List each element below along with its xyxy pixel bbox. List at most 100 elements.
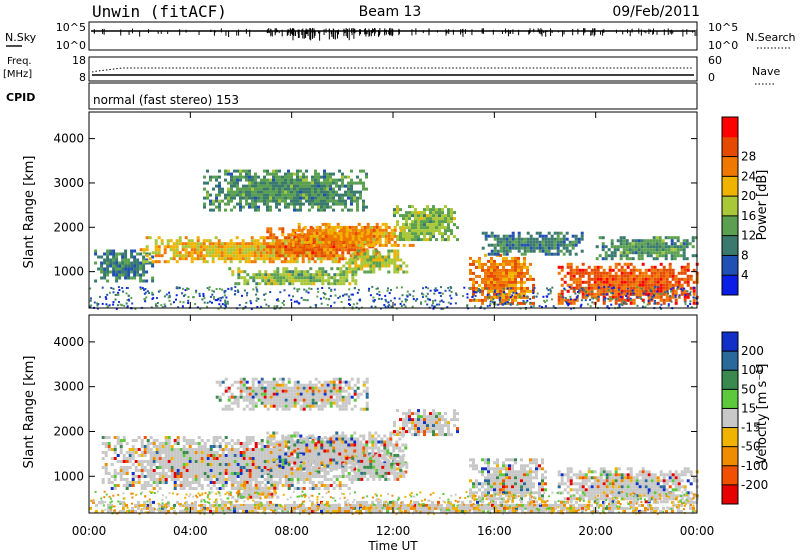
velocity-cell <box>218 463 222 466</box>
power-cell <box>284 236 288 240</box>
power-ground-scatter <box>159 289 162 292</box>
power-cell <box>261 273 265 277</box>
power-cell <box>387 252 391 256</box>
power-cell <box>683 295 687 299</box>
velocity-cell <box>257 451 261 454</box>
power-cell <box>362 248 366 252</box>
power-cell <box>330 225 334 229</box>
power-cell <box>295 260 299 264</box>
power-cell <box>638 292 642 296</box>
power-ground-scatter <box>320 302 323 305</box>
power-cell <box>275 199 278 203</box>
power-cell <box>602 301 606 305</box>
power-cell <box>287 175 290 179</box>
power-cell <box>235 242 239 246</box>
power-cell <box>608 271 612 275</box>
power-cell <box>438 208 441 212</box>
power-cell <box>299 187 302 191</box>
power-cell <box>326 181 329 185</box>
power-cell <box>447 220 450 224</box>
power-cell <box>575 268 579 272</box>
power-cell <box>339 267 343 271</box>
power-cell <box>499 280 502 284</box>
velocity-cell <box>245 466 249 469</box>
power-cell <box>214 248 218 252</box>
power-cell <box>251 187 254 191</box>
power-cell <box>499 274 502 278</box>
power-cell <box>505 295 508 299</box>
power-cell <box>556 246 560 250</box>
power-cell <box>508 259 511 263</box>
velocity-cell <box>203 460 207 463</box>
power-cell <box>580 234 584 238</box>
power-cell <box>559 243 563 247</box>
power-cell <box>649 254 653 258</box>
power-cell <box>694 254 698 258</box>
power-cell <box>375 231 379 235</box>
power-ground-scatter <box>256 306 259 308</box>
power-cell <box>199 242 203 246</box>
power-cell <box>235 251 239 255</box>
velocity-cell <box>128 457 132 460</box>
date-label: 09/Feb/2011 <box>612 4 700 20</box>
power-cell <box>402 261 406 265</box>
power-cell <box>321 222 325 226</box>
power-cell <box>598 254 602 258</box>
power-cell <box>315 273 319 277</box>
velocity-cell <box>179 484 183 487</box>
power-cell <box>608 289 612 293</box>
velocity-cell <box>104 463 108 466</box>
velocity-cell <box>113 457 117 460</box>
power-cell <box>450 229 453 233</box>
power-cell <box>230 181 233 185</box>
power-cell <box>381 261 385 265</box>
power-cell <box>351 237 355 241</box>
velocity-cell <box>137 469 141 472</box>
power-cell <box>347 208 350 212</box>
power-cell <box>338 178 341 182</box>
power-ground-scatter <box>156 302 159 304</box>
power-cell <box>493 234 497 238</box>
power-cell <box>596 274 600 278</box>
power-cell <box>387 231 391 235</box>
velocity-cell <box>149 466 153 469</box>
power-cell <box>547 246 551 250</box>
velocity-cell <box>167 448 171 451</box>
power-cell <box>350 187 353 191</box>
power-ground-scatter <box>670 288 673 291</box>
velocity-cell <box>245 457 249 460</box>
power-cell <box>581 274 585 278</box>
power-cell <box>541 243 545 247</box>
velocity-cell <box>281 463 285 466</box>
power-cell <box>169 248 173 252</box>
power-cell <box>578 277 582 281</box>
power-cell <box>154 251 158 255</box>
power-ground-scatter <box>450 291 453 293</box>
power-cell <box>683 289 687 293</box>
power-ground-scatter <box>602 293 605 296</box>
power-cell <box>611 292 615 296</box>
power-cell <box>587 271 591 275</box>
power-ground-scatter <box>604 297 607 300</box>
velocity-cell <box>227 469 231 472</box>
power-cell <box>291 228 295 232</box>
power-cell <box>342 276 346 280</box>
power-cell <box>272 193 275 197</box>
power-cell <box>686 295 690 299</box>
power-cell <box>438 217 441 221</box>
power-cell <box>324 225 328 229</box>
power-cell <box>287 184 290 188</box>
power-cell <box>236 187 239 191</box>
power-cell <box>375 234 379 238</box>
velocity-cell <box>233 451 237 454</box>
power-cell <box>402 270 406 274</box>
power-ground-scatter <box>164 305 167 308</box>
power-cell <box>323 187 326 191</box>
power-cell <box>420 232 423 236</box>
power-cell <box>284 181 287 185</box>
power-cell <box>272 175 275 179</box>
velocity-cell <box>245 475 249 478</box>
velocity-cell <box>248 448 252 451</box>
power-cell <box>323 208 326 212</box>
velocity-cell <box>209 472 213 475</box>
